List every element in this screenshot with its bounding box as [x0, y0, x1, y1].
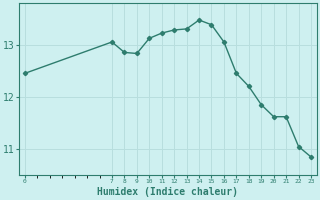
X-axis label: Humidex (Indice chaleur): Humidex (Indice chaleur) [98, 187, 238, 197]
